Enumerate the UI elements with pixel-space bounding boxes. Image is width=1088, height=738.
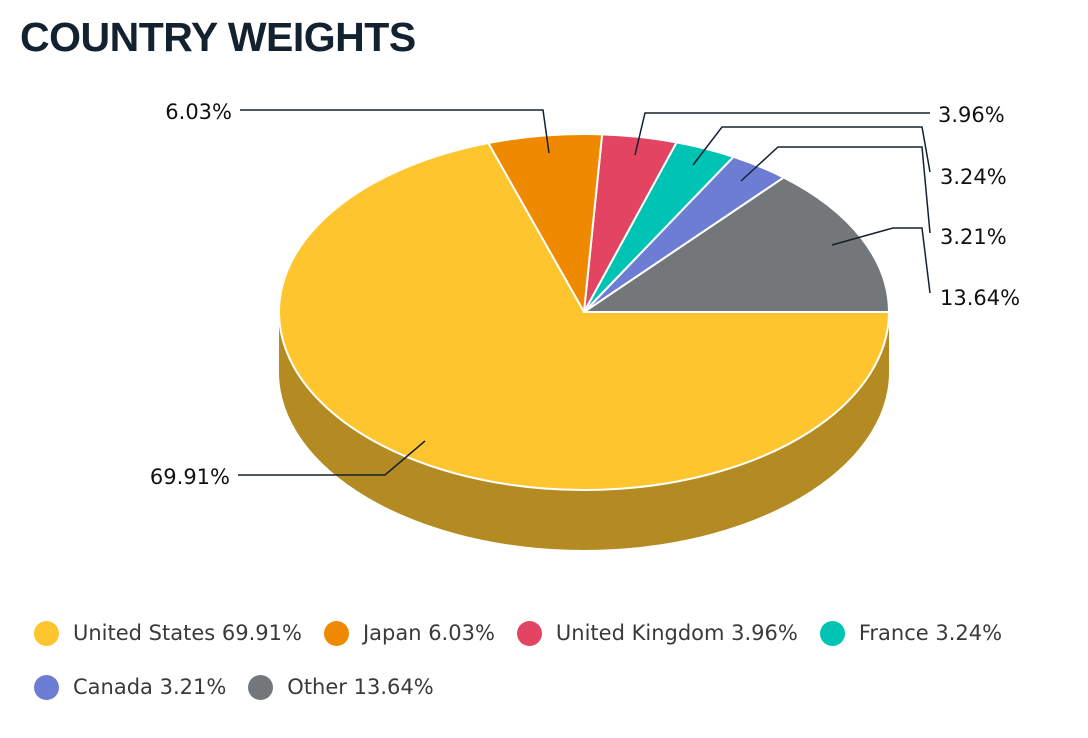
data-label-japan: 6.03%	[165, 100, 232, 124]
pie-side	[279, 312, 889, 550]
leader-line-united-states	[238, 440, 426, 476]
legend-label: Japan 6.03%	[362, 621, 495, 645]
legend-item-france[interactable]: France 3.24%	[819, 614, 1003, 652]
leader-line-france	[692, 126, 931, 173]
legend-label: United Kingdom 3.96%	[555, 621, 798, 645]
legend-marker-icon	[34, 674, 59, 700]
legend-item-japan[interactable]: Japan 6.03%	[323, 614, 495, 652]
legend-marker-icon	[248, 674, 274, 700]
legend-marker-icon	[34, 620, 59, 646]
data-label-other: 13.64%	[940, 286, 1020, 310]
legend-item-other[interactable]: Other 13.64%	[248, 668, 434, 706]
data-label-france: 3.24%	[940, 165, 1007, 189]
legend-label: Other 13.64%	[287, 675, 434, 699]
legend-marker-icon	[819, 620, 845, 646]
legend-label: United States 69.91%	[73, 621, 302, 645]
legend-marker-icon	[323, 620, 349, 646]
chart-title: COUNTRY WEIGHTS	[20, 14, 416, 60]
leader-line-united-kingdom	[634, 112, 930, 156]
leader-line-canada	[740, 146, 931, 234]
pie-chart: 69.91% 6.03% 3.96% 3.24% 3.21% 13.64%	[150, 100, 1020, 550]
legend-marker-icon	[516, 620, 542, 646]
data-label-united-kingdom: 3.96%	[938, 103, 1005, 127]
data-label-canada: 3.21%	[940, 225, 1007, 249]
legend-item-united-states[interactable]: United States 69.91%	[34, 614, 302, 652]
legend-item-united-kingdom[interactable]: United Kingdom 3.96%	[516, 614, 798, 652]
pie-slice-united-states	[278, 141, 891, 491]
legend-item-canada[interactable]: Canada 3.21%	[34, 668, 226, 706]
leader-line-japan	[240, 109, 550, 154]
legend-label: France 3.24%	[858, 621, 1003, 645]
data-label-united-states: 69.91%	[150, 465, 230, 489]
pie-slice-other	[580, 176, 891, 313]
leader-line-other	[831, 227, 931, 294]
legend: United States 69.91% Japan 6.03% United Ki…	[34, 614, 1074, 706]
legend-label: Canada 3.21%	[73, 675, 227, 699]
